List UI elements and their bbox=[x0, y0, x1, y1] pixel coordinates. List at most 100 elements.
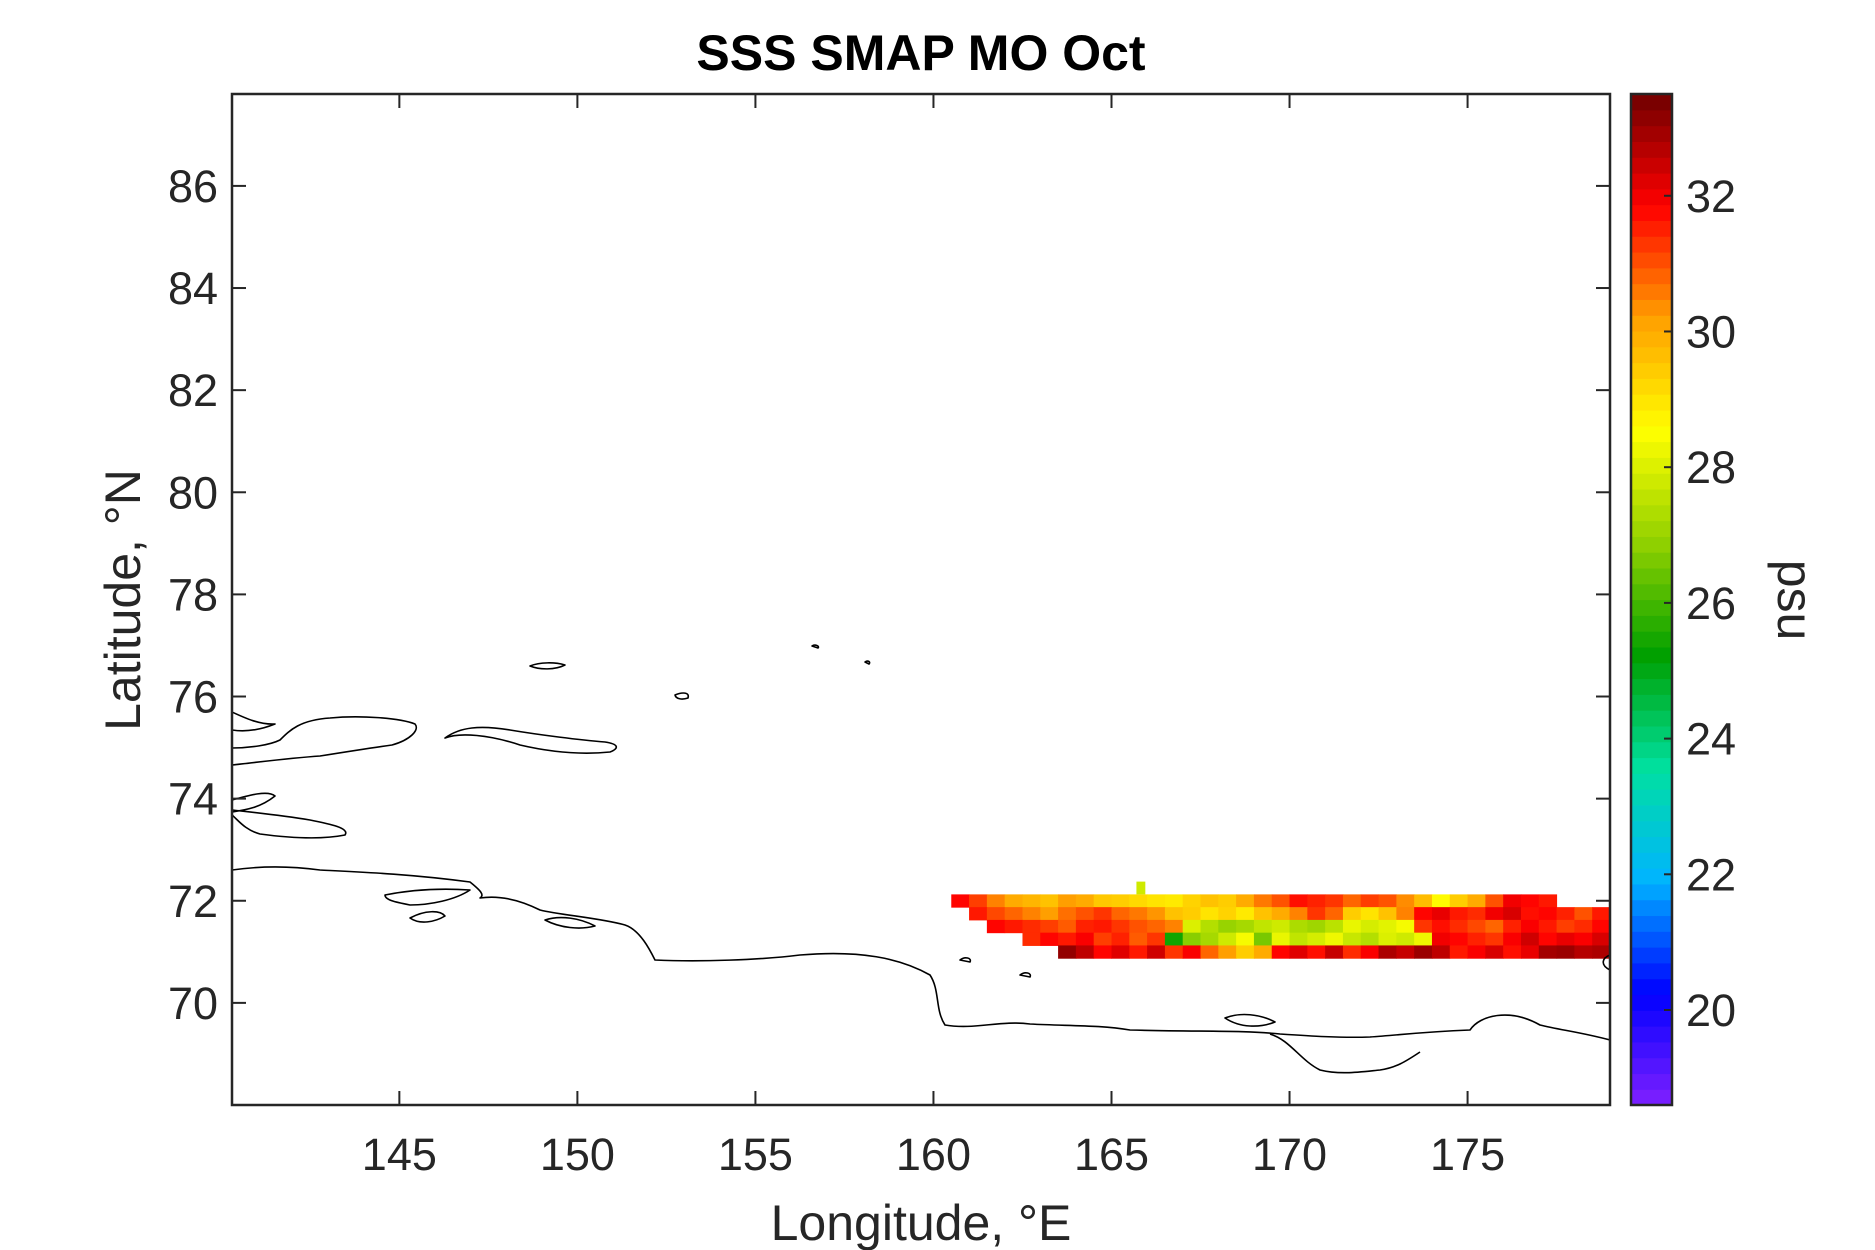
colorbar-swatch bbox=[1631, 251, 1672, 269]
y-tick-label: 72 bbox=[168, 876, 218, 927]
heatmap-cell bbox=[1004, 894, 1023, 908]
heatmap-cell bbox=[1200, 894, 1219, 908]
heatmap-cell bbox=[1360, 907, 1380, 921]
heatmap-cell bbox=[1058, 907, 1077, 921]
colorbar-swatch bbox=[1631, 899, 1672, 917]
heatmap-cell bbox=[1467, 919, 1486, 934]
heatmap-cell bbox=[1111, 945, 1130, 959]
plot-frame bbox=[230, 92, 1612, 1107]
heatmap-cell bbox=[1592, 919, 1610, 934]
heatmap-cell bbox=[1360, 932, 1380, 946]
heatmap-cell bbox=[1699, 945, 1717, 958]
x-tick-label: 145 bbox=[362, 1129, 437, 1180]
x-tick-label: 160 bbox=[896, 1129, 971, 1180]
heatmap-cell bbox=[1342, 907, 1362, 921]
heatmap-cell bbox=[1164, 919, 1184, 934]
colorbar-swatch bbox=[1631, 125, 1672, 142]
x-tick-label: 165 bbox=[1074, 1129, 1149, 1180]
heatmap-cell bbox=[1200, 907, 1219, 921]
heatmap-cell bbox=[1111, 919, 1130, 934]
colorbar-swatch bbox=[1631, 1057, 1672, 1075]
heatmap-cell bbox=[1431, 907, 1451, 921]
heatmap-cell bbox=[1431, 932, 1451, 946]
heatmap-cell bbox=[1093, 894, 1112, 908]
heatmap-cell bbox=[1253, 894, 1273, 908]
colorbar-swatch bbox=[1631, 710, 1672, 727]
coastline-island-3 bbox=[384, 888, 471, 906]
colorbar-swatch bbox=[1631, 836, 1672, 853]
colorbar-swatch bbox=[1631, 236, 1672, 253]
x-axis-label: Longitude, °E bbox=[771, 1195, 1072, 1250]
coastline-chukchi-shore bbox=[1269, 1033, 1421, 1074]
heatmap-cell bbox=[1182, 894, 1202, 908]
colorbar-swatch bbox=[1631, 94, 1672, 111]
heatmap-cell bbox=[1164, 907, 1184, 921]
heatmap-cell bbox=[1342, 919, 1362, 934]
heatmap-cell bbox=[1449, 919, 1469, 934]
coastlines bbox=[232, 644, 1610, 1074]
heatmap-cell bbox=[1485, 945, 1504, 959]
colorbar-tick-label: 28 bbox=[1686, 442, 1736, 493]
heatmap-cell bbox=[1556, 932, 1575, 946]
heatmap-cell bbox=[1218, 945, 1237, 959]
colorbar-swatch bbox=[1631, 931, 1672, 948]
colorbar-swatch bbox=[1631, 1089, 1672, 1106]
heatmap-cell bbox=[1342, 932, 1362, 946]
heatmap-cell bbox=[1520, 919, 1540, 934]
colorbar-tick-label: 30 bbox=[1686, 306, 1736, 357]
heatmap-cell bbox=[1325, 894, 1344, 908]
colorbar-swatch bbox=[1631, 504, 1672, 522]
heatmap-cell-outlier bbox=[1136, 881, 1146, 895]
colorbar-swatch bbox=[1631, 204, 1672, 221]
heatmap-cell bbox=[1111, 907, 1130, 921]
heatmap-cell bbox=[1022, 894, 1041, 908]
colorbar-tick-label: 26 bbox=[1686, 578, 1736, 629]
coastline-right-edge bbox=[1602, 954, 1610, 971]
coastline-island-2 bbox=[232, 809, 347, 839]
heatmap-cell bbox=[1485, 907, 1504, 921]
heatmap-cell bbox=[1325, 907, 1344, 921]
coastline-bolshoy-lyakhovsky bbox=[232, 792, 276, 813]
y-tick-label: 70 bbox=[168, 978, 218, 1029]
heatmap-cell bbox=[1058, 932, 1077, 946]
heatmap-cell bbox=[1610, 907, 1628, 920]
colorbar-swatch bbox=[1631, 299, 1672, 316]
heatmap-cell bbox=[1307, 919, 1326, 934]
heatmap-cell bbox=[1253, 907, 1273, 921]
heatmap-cell bbox=[1414, 945, 1433, 959]
heatmap-cell bbox=[1717, 920, 1735, 933]
heatmap-cell bbox=[1396, 945, 1415, 959]
heatmap-cell bbox=[1610, 945, 1628, 958]
heatmap-cell bbox=[1431, 919, 1451, 934]
colorbar-swatch bbox=[1631, 1010, 1672, 1027]
heatmap-cell bbox=[1058, 894, 1077, 908]
heatmap-cell bbox=[1164, 894, 1184, 908]
heatmap-cell bbox=[1717, 933, 1735, 946]
heatmap-cell bbox=[1396, 894, 1415, 908]
heatmap-cell bbox=[1200, 919, 1219, 934]
y-tick-label: 82 bbox=[168, 365, 218, 416]
heatmap-cell bbox=[1040, 907, 1059, 921]
heatmap-cell bbox=[1075, 945, 1095, 959]
heatmap-cell bbox=[1752, 945, 1770, 958]
heatmap-cell bbox=[1378, 907, 1397, 921]
heatmap-cell bbox=[1538, 907, 1558, 921]
heatmap-cell bbox=[1556, 945, 1575, 959]
colorbar-tick-label: 20 bbox=[1686, 985, 1736, 1036]
y-tick-label: 80 bbox=[168, 467, 218, 518]
colorbar-swatch bbox=[1631, 1073, 1672, 1090]
heatmap-cell bbox=[1218, 919, 1237, 934]
colorbar-tick-label: 32 bbox=[1686, 171, 1736, 222]
heatmap-cell bbox=[1022, 932, 1041, 946]
heatmap-cell bbox=[1093, 919, 1112, 934]
heatmap-cell bbox=[1236, 894, 1255, 908]
colorbar-swatch bbox=[1631, 157, 1672, 174]
colorbar-swatch bbox=[1631, 536, 1672, 553]
heatmap-cell bbox=[1360, 945, 1380, 959]
colorbar-swatch bbox=[1631, 220, 1672, 237]
colorbar-swatch bbox=[1631, 362, 1672, 379]
heatmap-cell bbox=[1200, 945, 1219, 959]
heatmap-cell bbox=[1289, 919, 1308, 934]
y-axis: 70 72 74 76 78 80 82 84 86 bbox=[168, 161, 1610, 1029]
heatmap-cells bbox=[951, 881, 1770, 959]
